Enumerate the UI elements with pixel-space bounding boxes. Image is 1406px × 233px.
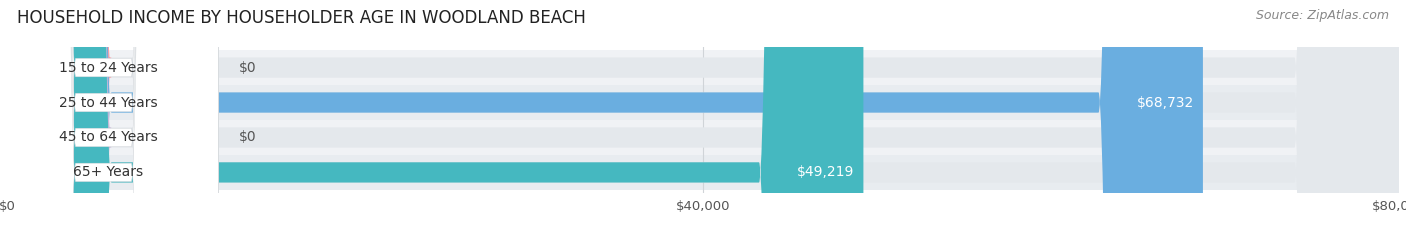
FancyBboxPatch shape	[0, 0, 218, 233]
FancyBboxPatch shape	[0, 0, 111, 233]
FancyBboxPatch shape	[7, 50, 1399, 85]
FancyBboxPatch shape	[7, 0, 1399, 233]
FancyBboxPatch shape	[0, 0, 218, 233]
FancyBboxPatch shape	[7, 155, 1399, 190]
FancyBboxPatch shape	[0, 0, 218, 233]
Text: $0: $0	[239, 130, 257, 144]
FancyBboxPatch shape	[7, 0, 1204, 233]
Text: Source: ZipAtlas.com: Source: ZipAtlas.com	[1256, 9, 1389, 22]
FancyBboxPatch shape	[7, 0, 1399, 233]
FancyBboxPatch shape	[0, 0, 111, 233]
Text: 65+ Years: 65+ Years	[73, 165, 143, 179]
FancyBboxPatch shape	[0, 0, 218, 233]
FancyBboxPatch shape	[7, 0, 1399, 233]
Text: $49,219: $49,219	[797, 165, 855, 179]
Text: HOUSEHOLD INCOME BY HOUSEHOLDER AGE IN WOODLAND BEACH: HOUSEHOLD INCOME BY HOUSEHOLDER AGE IN W…	[17, 9, 586, 27]
Text: $68,732: $68,732	[1137, 96, 1194, 110]
Text: $0: $0	[239, 61, 257, 75]
FancyBboxPatch shape	[7, 85, 1399, 120]
FancyBboxPatch shape	[7, 0, 863, 233]
FancyBboxPatch shape	[7, 0, 1399, 233]
Text: 25 to 44 Years: 25 to 44 Years	[59, 96, 157, 110]
Text: 15 to 24 Years: 15 to 24 Years	[59, 61, 157, 75]
Text: 45 to 64 Years: 45 to 64 Years	[59, 130, 157, 144]
FancyBboxPatch shape	[7, 120, 1399, 155]
